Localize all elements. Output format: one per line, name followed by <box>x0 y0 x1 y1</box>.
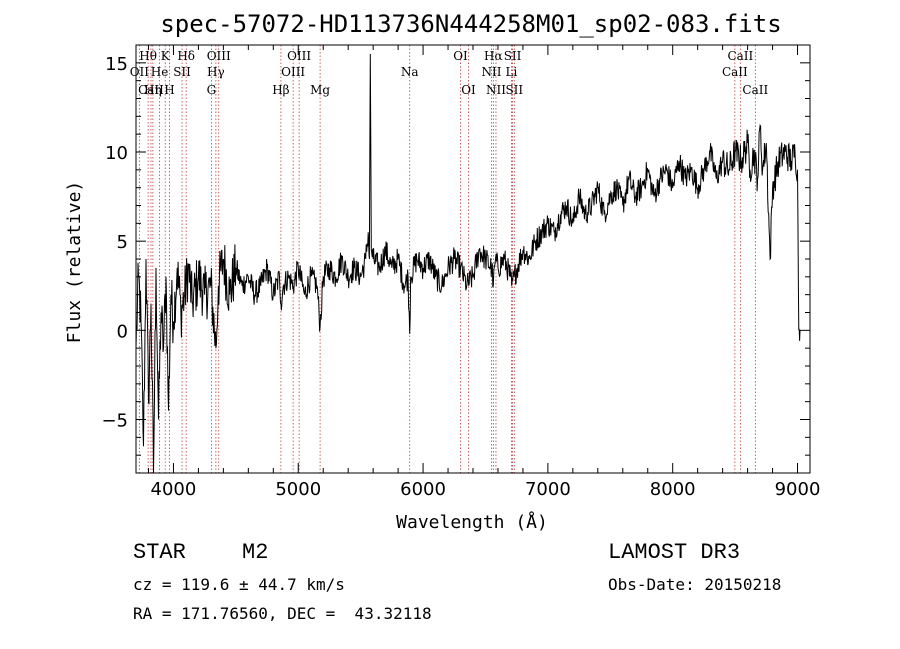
object-subclass: M2 <box>242 540 269 565</box>
spectral-line-label-9: G <box>207 83 217 97</box>
spectral-line-label-13: OIII <box>281 65 305 79</box>
spectral-line-label-27: CaII <box>742 83 768 97</box>
spectral-line-label-7: SII <box>173 65 191 79</box>
redshift-cz: cz = 119.6 ± 44.7 km/s <box>133 575 345 594</box>
spectral-line-label-20: Hα <box>484 49 503 63</box>
x-tick-label-0: 4000 <box>151 479 197 500</box>
spectral-line-labels: HθOIICaIIHηHeKHSIIHδGHγOIIIHβOIIIOIIIMgN… <box>130 49 769 97</box>
spectral-line-label-4: He <box>151 65 169 79</box>
spectral-line-label-22: SII <box>504 49 522 63</box>
y-tick-label-2: 5 <box>117 232 128 253</box>
object-class: STAR <box>133 540 186 565</box>
spectral-line-label-12: Hβ <box>272 83 289 97</box>
spectral-lines <box>138 45 756 473</box>
spectral-line-label-14: OIII <box>287 49 311 63</box>
spectral-line-label-23: Li <box>506 65 518 79</box>
x-tick-label-4: 8000 <box>650 479 696 500</box>
survey-name: LAMOST DR3 <box>608 540 741 565</box>
spectral-line-label-17: OI <box>453 49 468 63</box>
y-tick-label-4: 15 <box>105 54 128 75</box>
axis-ticks: 4000 5000 6000 7000 8000 9000 −5 0 5 10 15 <box>101 44 821 500</box>
spectral-line-label-1: OII <box>130 65 150 79</box>
observation-date: Obs-Date: 20150218 <box>608 575 782 594</box>
spectral-line-label-24: SII <box>505 83 523 97</box>
y-axis-label: Flux (relative) <box>64 181 85 344</box>
spectral-line-label-8: Hδ <box>177 49 195 63</box>
spectral-line-label-11: OIII <box>207 49 231 63</box>
spectral-line-label-18: OI <box>461 83 476 97</box>
spectral-line-label-2: CaII <box>138 83 164 97</box>
x-tick-label-5: 9000 <box>775 479 821 500</box>
spectral-line-label-19: NII <box>481 65 501 79</box>
coordinates: RA = 171.76560, DEC = 43.32118 <box>133 604 432 623</box>
spectral-line-label-21: NII <box>486 83 506 97</box>
y-tick-label-1: 0 <box>117 321 128 342</box>
spectral-line-label-15: Mg <box>310 83 330 97</box>
spectral-line-label-5: K <box>161 49 171 63</box>
axes <box>135 44 811 474</box>
spectral-line-label-16: Na <box>401 65 419 79</box>
chart-title: spec-57072-HD113736N444258M01_sp02-083.f… <box>160 10 781 38</box>
y-tick-label-3: 10 <box>105 143 128 164</box>
spectral-line-label-3: Hη <box>144 83 162 97</box>
spectrum-series-line <box>135 53 801 474</box>
spectral-line-label-6: H <box>164 83 174 97</box>
spectral-line-label-0: Hθ <box>139 49 157 63</box>
spectral-line-label-10: Hγ <box>207 65 225 79</box>
x-tick-label-2: 6000 <box>400 479 446 500</box>
x-axis-label: Wavelength (Å) <box>396 511 548 533</box>
spectral-line-label-25: CaII <box>722 65 748 79</box>
y-tick-label-0: −5 <box>101 411 128 432</box>
x-tick-label-1: 5000 <box>275 479 321 500</box>
plot-frame <box>135 44 811 474</box>
spectral-line-label-26: CaII <box>727 49 753 63</box>
x-tick-label-3: 7000 <box>525 479 571 500</box>
